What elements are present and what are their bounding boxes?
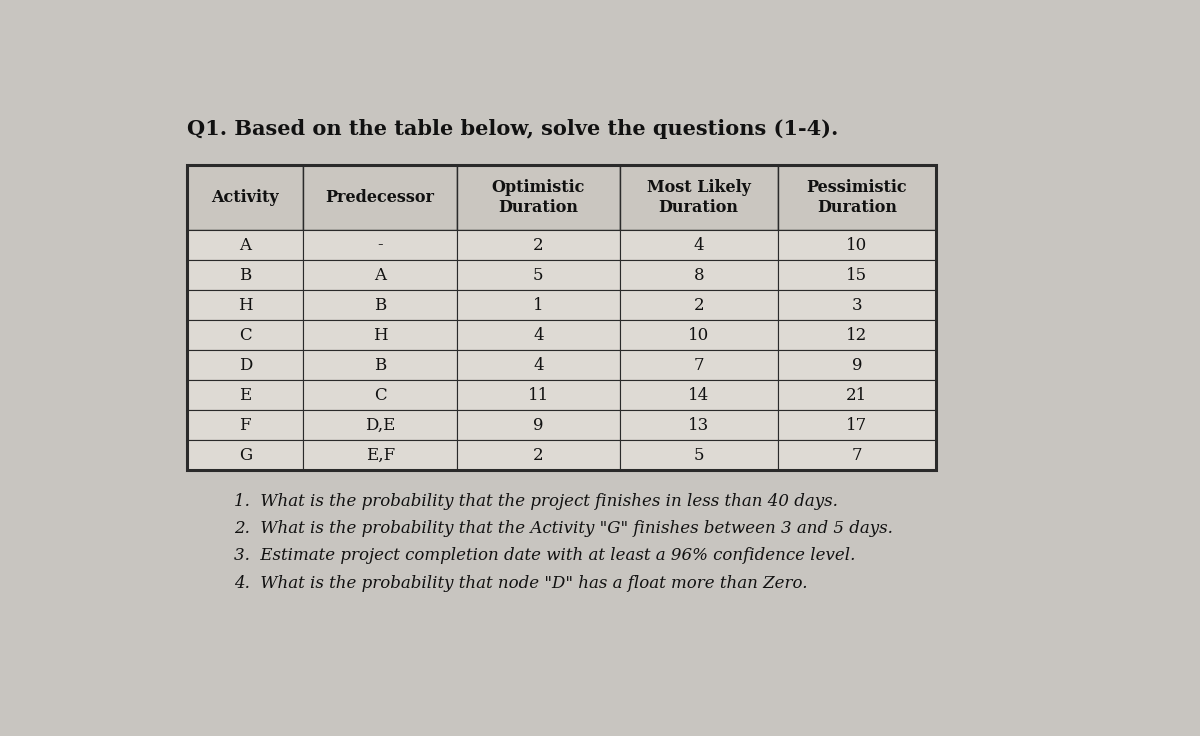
- Text: 1: 1: [533, 297, 544, 314]
- Text: B: B: [374, 357, 386, 374]
- Bar: [187, 320, 304, 350]
- Bar: [187, 260, 304, 290]
- Bar: [619, 410, 778, 440]
- Bar: [304, 290, 457, 320]
- Text: Q1. Based on the table below, solve the questions (1-4).: Q1. Based on the table below, solve the …: [187, 119, 839, 140]
- Bar: [187, 381, 304, 410]
- Bar: [457, 350, 619, 381]
- Bar: [778, 440, 936, 470]
- Text: 4.  What is the probability that node "D" has a float more than Zero.: 4. What is the probability that node "D"…: [234, 575, 808, 592]
- Text: 7: 7: [694, 357, 704, 374]
- Bar: [619, 320, 778, 350]
- Bar: [619, 165, 778, 230]
- Bar: [457, 290, 619, 320]
- Text: 4: 4: [533, 327, 544, 344]
- Text: D: D: [239, 357, 252, 374]
- Text: Most Likely
Duration: Most Likely Duration: [647, 179, 751, 216]
- Bar: [304, 320, 457, 350]
- Bar: [619, 440, 778, 470]
- Bar: [619, 381, 778, 410]
- Text: 7: 7: [852, 447, 862, 464]
- Bar: [778, 410, 936, 440]
- Text: 2: 2: [694, 297, 704, 314]
- Bar: [304, 410, 457, 440]
- Bar: [187, 230, 304, 260]
- Text: E: E: [239, 386, 252, 404]
- Bar: [778, 260, 936, 290]
- Bar: [304, 165, 457, 230]
- Bar: [457, 410, 619, 440]
- Bar: [778, 290, 936, 320]
- Bar: [457, 440, 619, 470]
- Text: B: B: [374, 297, 386, 314]
- Text: 5: 5: [694, 447, 704, 464]
- Bar: [304, 381, 457, 410]
- Bar: [778, 320, 936, 350]
- Text: 11: 11: [528, 386, 548, 404]
- Text: F: F: [240, 417, 251, 434]
- Bar: [778, 230, 936, 260]
- Text: 17: 17: [846, 417, 868, 434]
- Text: 10: 10: [688, 327, 709, 344]
- Text: 8: 8: [694, 266, 704, 283]
- Text: 9: 9: [852, 357, 862, 374]
- Text: 10: 10: [846, 236, 868, 253]
- Text: Pessimistic
Duration: Pessimistic Duration: [806, 179, 907, 216]
- Text: D,E: D,E: [365, 417, 395, 434]
- Bar: [457, 165, 619, 230]
- Bar: [457, 230, 619, 260]
- Text: C: C: [374, 386, 386, 404]
- Bar: [457, 381, 619, 410]
- Text: B: B: [239, 266, 252, 283]
- Text: 14: 14: [688, 386, 709, 404]
- Bar: [619, 350, 778, 381]
- Bar: [457, 260, 619, 290]
- Text: H: H: [373, 327, 388, 344]
- Text: 9: 9: [533, 417, 544, 434]
- Text: E,F: E,F: [366, 447, 395, 464]
- Bar: [778, 381, 936, 410]
- Text: G: G: [239, 447, 252, 464]
- Text: 21: 21: [846, 386, 868, 404]
- Bar: [187, 165, 304, 230]
- Text: H: H: [238, 297, 253, 314]
- Bar: [619, 260, 778, 290]
- Text: 2: 2: [533, 447, 544, 464]
- Bar: [619, 230, 778, 260]
- Text: A: A: [374, 266, 386, 283]
- Text: 5: 5: [533, 266, 544, 283]
- Bar: [457, 320, 619, 350]
- Bar: [304, 260, 457, 290]
- Text: 4: 4: [694, 236, 704, 253]
- Bar: [304, 350, 457, 381]
- Text: A: A: [239, 236, 251, 253]
- Bar: [187, 410, 304, 440]
- Text: C: C: [239, 327, 252, 344]
- Text: 3.  Estimate project completion date with at least a 96% confidence level.: 3. Estimate project completion date with…: [234, 548, 856, 565]
- Bar: [304, 440, 457, 470]
- Text: 2.  What is the probability that the Activity "G" finishes between 3 and 5 days.: 2. What is the probability that the Acti…: [234, 520, 893, 537]
- Text: Optimistic
Duration: Optimistic Duration: [492, 179, 584, 216]
- Text: 12: 12: [846, 327, 868, 344]
- Bar: [187, 165, 936, 470]
- Bar: [187, 350, 304, 381]
- Bar: [304, 230, 457, 260]
- Bar: [187, 440, 304, 470]
- Text: 1.  What is the probability that the project finishes in less than 40 days.: 1. What is the probability that the proj…: [234, 493, 838, 510]
- Text: 3: 3: [852, 297, 862, 314]
- Bar: [778, 165, 936, 230]
- Bar: [187, 290, 304, 320]
- Text: 2: 2: [533, 236, 544, 253]
- Text: 13: 13: [688, 417, 709, 434]
- Text: -: -: [377, 236, 383, 253]
- Text: Activity: Activity: [211, 189, 280, 206]
- Bar: [619, 290, 778, 320]
- Text: 4: 4: [533, 357, 544, 374]
- Bar: [778, 350, 936, 381]
- Text: 15: 15: [846, 266, 868, 283]
- Text: Predecessor: Predecessor: [325, 189, 434, 206]
